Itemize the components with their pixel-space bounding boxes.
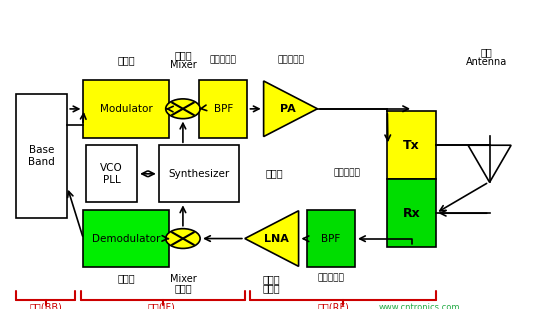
Bar — [199, 80, 247, 138]
Text: 帶通濾波器: 帶通濾波器 — [317, 273, 344, 283]
Text: Synthesizer: Synthesizer — [168, 169, 230, 179]
Text: Antenna: Antenna — [466, 57, 507, 67]
Text: 放大器: 放大器 — [263, 283, 280, 293]
Text: VCO
PLL: VCO PLL — [100, 163, 123, 184]
Bar — [387, 111, 436, 179]
Text: 射頻(RF): 射頻(RF) — [317, 303, 350, 309]
Bar — [83, 80, 169, 138]
Bar — [86, 145, 137, 202]
Bar — [83, 210, 169, 267]
Text: 混頻器: 混頻器 — [174, 283, 192, 293]
Bar — [159, 145, 239, 202]
Polygon shape — [245, 211, 299, 266]
Circle shape — [166, 229, 200, 248]
Bar — [16, 94, 67, 218]
Text: Modulator: Modulator — [100, 104, 153, 114]
Text: Mixer: Mixer — [169, 274, 196, 284]
Text: 混頻器: 混頻器 — [174, 51, 192, 61]
Text: 合成器: 合成器 — [266, 168, 283, 178]
Text: 中頻(IF): 中頻(IF) — [147, 303, 175, 309]
Text: PA: PA — [280, 104, 296, 114]
Circle shape — [166, 99, 200, 119]
Bar — [387, 179, 436, 247]
Text: 調變器: 調變器 — [118, 55, 135, 65]
Polygon shape — [468, 145, 511, 182]
Text: Base
Band: Base Band — [29, 145, 55, 167]
Bar — [307, 210, 355, 267]
Text: Mixer: Mixer — [169, 60, 196, 70]
Text: www.cntronics.com: www.cntronics.com — [379, 303, 461, 309]
Text: Rx: Rx — [403, 207, 420, 220]
Text: LNA: LNA — [264, 234, 288, 243]
Text: 基頻(BB): 基頻(BB) — [29, 303, 62, 309]
Text: 傳送接收器: 傳送接收器 — [334, 168, 360, 178]
Text: Demodulator: Demodulator — [92, 234, 161, 244]
Text: Tx: Tx — [403, 139, 420, 152]
Text: 功率放大器: 功率放大器 — [277, 56, 304, 65]
Text: 天線: 天線 — [481, 48, 493, 57]
Text: 解調器: 解調器 — [118, 273, 135, 283]
Text: 低雜訊: 低雜訊 — [263, 274, 280, 284]
Polygon shape — [264, 81, 317, 137]
Text: BPF: BPF — [214, 104, 233, 114]
Text: 帶通濾波器: 帶通濾波器 — [210, 56, 237, 65]
Text: BPF: BPF — [321, 234, 341, 244]
